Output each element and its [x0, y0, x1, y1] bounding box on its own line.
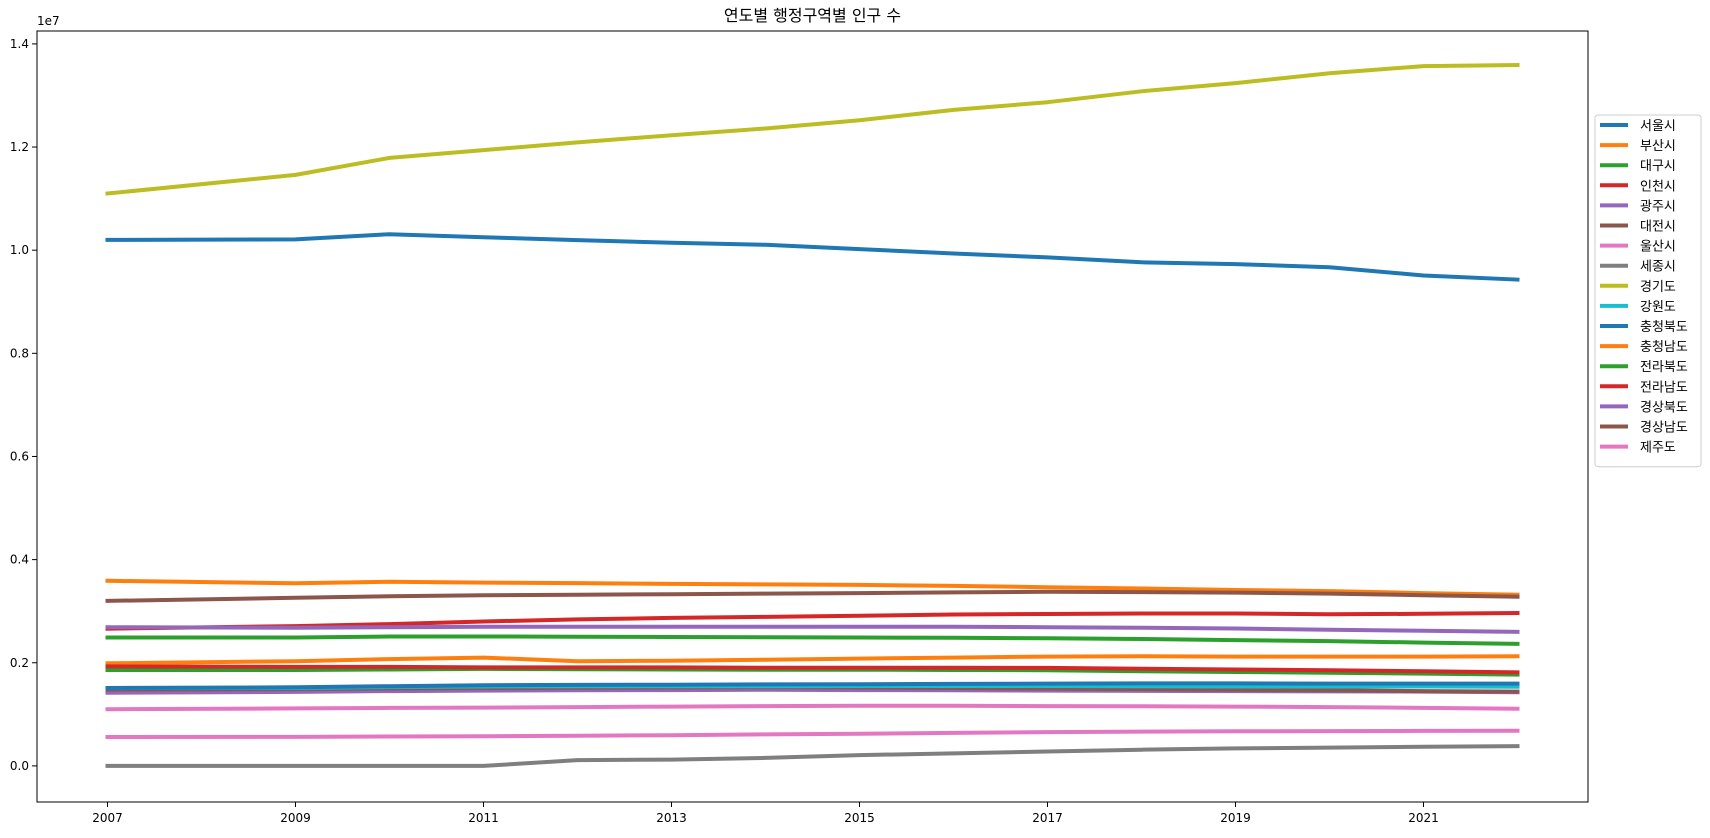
x-tick-label: 2007 — [92, 811, 123, 825]
plot-area: 2007 2009 2011 2013 2015 2017 2019 2021 0.0 0.2 0.… — [10, 30, 1702, 825]
legend-label: 전라북도 — [1640, 360, 1688, 375]
y-tick-label: 0.8 — [10, 346, 29, 360]
y-axis-offset-text: 1e7 — [37, 14, 60, 28]
legend-label: 인천시 — [1640, 179, 1676, 194]
legend-label: 서울시 — [1640, 119, 1676, 134]
series-line — [105, 589, 1520, 603]
x-tick-label: 2019 — [1220, 811, 1251, 825]
x-tick-label: 2011 — [468, 811, 499, 825]
series-line — [105, 664, 1520, 675]
series-group — [105, 62, 1520, 768]
y-tick-label: 1.4 — [10, 37, 29, 51]
axes-frame — [36, 30, 1589, 803]
chart-title: 연도별 행정구역별 인구 수 — [724, 6, 901, 25]
legend-label: 충청남도 — [1640, 340, 1688, 355]
legend-label: 대구시 — [1640, 159, 1676, 174]
legend-label: 부산시 — [1640, 139, 1676, 154]
legend-label: 강원도 — [1640, 300, 1676, 315]
y-tick-label: 0.0 — [10, 759, 29, 773]
series-line — [105, 232, 1520, 282]
legend-label: 광주시 — [1640, 199, 1676, 214]
x-tick-label: 2015 — [844, 811, 875, 825]
series-line — [105, 624, 1520, 634]
y-tick-label: 0.2 — [10, 656, 29, 670]
y-tick-label: 1.0 — [10, 243, 29, 257]
x-tick-label: 2009 — [280, 811, 311, 825]
legend-label: 제주도 — [1640, 441, 1676, 456]
legend-label: 대전시 — [1640, 220, 1676, 235]
y-tick-label: 0.4 — [10, 553, 29, 567]
legend-box — [1594, 114, 1702, 468]
legend: 서울시부산시대구시인천시광주시대전시울산시세종시경기도강원도충청북도충청남도전라… — [1594, 114, 1702, 468]
legend-label: 울산시 — [1640, 240, 1676, 255]
legend-label: 경상남도 — [1640, 421, 1688, 436]
series-line — [105, 703, 1520, 712]
series-line — [105, 634, 1520, 646]
series-line — [105, 610, 1520, 631]
series-line — [105, 744, 1520, 768]
series-line — [105, 62, 1520, 196]
x-tick-label: 2017 — [1032, 811, 1063, 825]
legend-label: 세종시 — [1640, 260, 1676, 275]
x-tick-label: 2021 — [1408, 811, 1439, 825]
y-tick-label: 0.6 — [10, 449, 29, 463]
legend-label: 경기도 — [1640, 280, 1676, 295]
legend-label: 전라남도 — [1640, 380, 1688, 395]
x-tick-label: 2013 — [656, 811, 687, 825]
legend-label: 경상북도 — [1640, 400, 1688, 415]
series-line — [105, 681, 1520, 691]
series-line — [105, 578, 1520, 597]
legend-label: 충청북도 — [1640, 320, 1688, 335]
series-line — [105, 654, 1520, 666]
series-line — [105, 728, 1520, 740]
y-tick-label: 1.2 — [10, 140, 29, 154]
